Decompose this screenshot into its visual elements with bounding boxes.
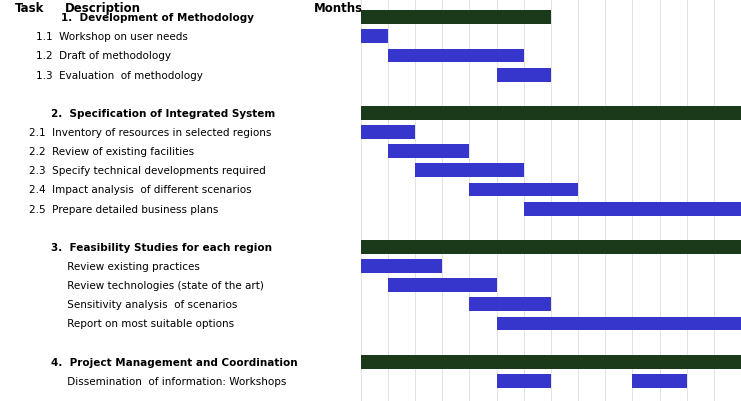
Text: 2.  Specification of Integrated System: 2. Specification of Integrated System	[50, 109, 275, 119]
FancyBboxPatch shape	[470, 298, 551, 312]
Text: Dissemination  of information: Workshops: Dissemination of information: Workshops	[50, 376, 286, 386]
FancyBboxPatch shape	[470, 183, 578, 197]
FancyBboxPatch shape	[361, 126, 415, 140]
Text: 1.  Development of Methodology: 1. Development of Methodology	[62, 13, 254, 23]
Text: Report on most suitable options: Report on most suitable options	[50, 319, 233, 329]
FancyBboxPatch shape	[361, 11, 551, 25]
FancyBboxPatch shape	[361, 107, 741, 120]
Text: 2.1  Inventory of resources in selected regions: 2.1 Inventory of resources in selected r…	[29, 128, 271, 138]
FancyBboxPatch shape	[496, 317, 741, 330]
FancyBboxPatch shape	[632, 374, 687, 388]
FancyBboxPatch shape	[361, 355, 741, 369]
FancyBboxPatch shape	[361, 30, 388, 44]
Text: 1.2  Draft of methodology: 1.2 Draft of methodology	[36, 51, 171, 61]
Text: 1.3  Evaluation  of methodology: 1.3 Evaluation of methodology	[36, 71, 203, 81]
FancyBboxPatch shape	[361, 241, 741, 254]
FancyBboxPatch shape	[361, 259, 442, 273]
Text: Description: Description	[65, 2, 141, 15]
Text: 2.2  Review of existing facilities: 2.2 Review of existing facilities	[29, 147, 194, 157]
FancyBboxPatch shape	[388, 49, 524, 63]
FancyBboxPatch shape	[524, 202, 741, 216]
FancyBboxPatch shape	[388, 145, 470, 159]
Text: Review existing practices: Review existing practices	[50, 261, 199, 271]
Text: 4.  Project Management and Coordination: 4. Project Management and Coordination	[50, 357, 297, 367]
Text: 3.  Feasibility Studies for each region: 3. Feasibility Studies for each region	[50, 242, 271, 252]
Text: 2.5  Prepare detailed business plans: 2.5 Prepare detailed business plans	[29, 204, 219, 214]
Text: Task: Task	[14, 2, 44, 15]
Text: Sensitivity analysis  of scenarios: Sensitivity analysis of scenarios	[50, 300, 237, 310]
FancyBboxPatch shape	[496, 69, 551, 82]
Text: 1.1  Workshop on user needs: 1.1 Workshop on user needs	[36, 32, 188, 42]
Text: Months: Months	[314, 2, 363, 15]
FancyBboxPatch shape	[415, 164, 524, 178]
Text: 2.4  Impact analysis  of different scenarios: 2.4 Impact analysis of different scenari…	[29, 185, 251, 195]
Text: 2.3  Specify technical developments required: 2.3 Specify technical developments requi…	[29, 166, 265, 176]
Text: Review technologies (state of the art): Review technologies (state of the art)	[50, 280, 263, 290]
FancyBboxPatch shape	[388, 279, 496, 292]
FancyBboxPatch shape	[496, 374, 551, 388]
